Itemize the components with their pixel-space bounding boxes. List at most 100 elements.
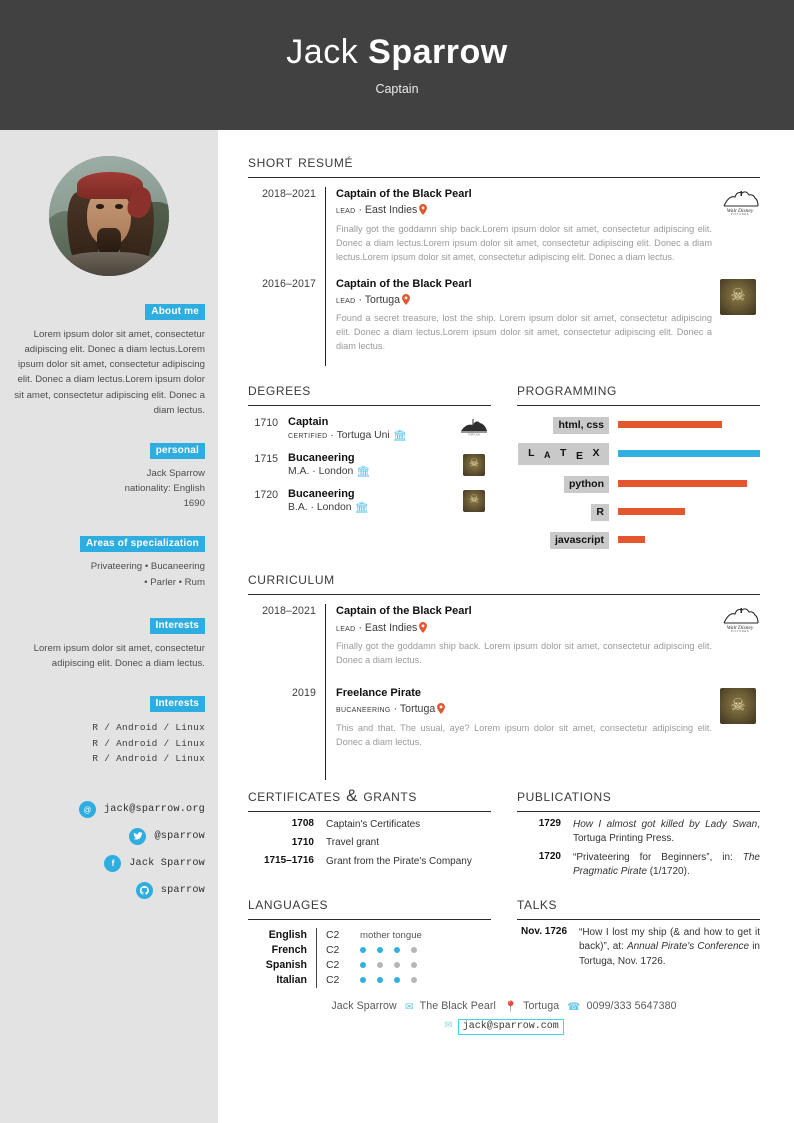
skull-coin-logo: ☠	[720, 278, 756, 315]
entry-logo-skull: ☠	[720, 277, 760, 367]
footer-name: Jack Sparrow	[331, 999, 397, 1012]
degree-row: 1720 Bucaneering B.A. · London 🏛 ☠	[248, 488, 491, 514]
interests-list-badge: Interests	[149, 696, 205, 713]
personal-nationality: nationality: English	[124, 483, 205, 495]
dot-empty	[411, 947, 417, 954]
divider	[248, 918, 491, 920]
degree-title: Bucaneering	[288, 452, 355, 465]
degree-subtitle: Certified · Tortuga Uni 🏛	[288, 429, 457, 442]
footer-phone: 0099/333 5647380	[586, 999, 677, 1012]
entry-date: 2018–2021	[262, 188, 316, 200]
specialization-line-2: • Parler • Rum	[144, 576, 205, 588]
disney-logo: Walt Disney PICTURES	[720, 606, 760, 633]
degree-subtitle: M.A. · London 🏛	[288, 465, 457, 478]
language-note: mother tongue	[360, 929, 422, 941]
talk-row: Nov. 1726 “How I lost my ship (& and how…	[517, 926, 760, 970]
avatar	[49, 156, 169, 276]
section-title-curriculum: Curriculum	[248, 569, 335, 589]
skill-bar	[618, 420, 722, 428]
section-title-languages: Languages	[248, 893, 329, 913]
first-name: Jack	[286, 32, 369, 71]
entry-description: Finally got the goddamn ship back.Lorem …	[336, 223, 712, 262]
section-talks: Talks Nov. 1726 “How I lost my ship (& a…	[517, 894, 760, 988]
skill-label: python	[564, 476, 609, 494]
social-link-facebook[interactable]: Jack Sparrow	[13, 854, 205, 872]
dot-empty	[411, 962, 417, 969]
language-level: C2	[316, 927, 346, 943]
talk-title: “How I lost my ship (& and how to get it…	[579, 926, 760, 953]
dot-filled	[360, 977, 366, 984]
skill-label-wrap: javascript	[517, 530, 609, 550]
language-row: French C2	[248, 942, 491, 958]
social-link-twitter[interactable]: @sparrow	[13, 827, 205, 845]
degree-logo-ship: TORTUGA	[457, 416, 491, 441]
divider	[248, 177, 760, 178]
degree-year: 1710	[254, 417, 278, 430]
section-programming: Programming html, css L A T E X python Rjavascr…	[517, 380, 760, 550]
entry-logo-skull: ☠	[720, 686, 760, 780]
skill-track	[618, 479, 760, 488]
header-subtitle: Captain	[375, 82, 419, 97]
certificate-year: 1708	[291, 818, 314, 830]
certificate-year: 1715–1716	[263, 855, 314, 867]
talk-date: Nov. 1726	[521, 926, 567, 938]
location-pin-icon: 📍	[504, 1000, 518, 1013]
social-link-email[interactable]: @ jack@sparrow.org	[13, 800, 205, 818]
degree-subtitle: B.A. · London 🏛	[288, 501, 457, 514]
talk-location: in Tortuga, Nov. 1726.	[579, 941, 760, 967]
languages-table: English C2 mother tongue French C2 Spanish C2 I…	[248, 927, 491, 988]
disney-logo: Walt Disney PICTURES	[720, 189, 760, 216]
divider	[517, 918, 760, 920]
language-level: C2	[316, 972, 346, 988]
entry-separator: ·	[355, 293, 365, 306]
dot-filled	[377, 977, 383, 984]
timeline-entry: 2016–2017 Captain of the Black Pearl Lea…	[248, 276, 760, 367]
certificate-text: Captain's Certificates	[326, 818, 421, 830]
timeline-entry: 2018–2021 Captain of the Black Pearl Lea…	[248, 604, 760, 686]
publication-text: “Privateering for Beginners”, in: The Pr…	[573, 851, 760, 880]
certificate-row: 1708 Captain's Certificates	[248, 818, 491, 833]
language-level: C2	[316, 942, 346, 958]
skill-track	[618, 420, 760, 429]
skill-bar	[618, 450, 760, 458]
dot-filled	[394, 947, 400, 954]
timeline-entry: 2019 Freelance Pirate Bucaneering · Tort…	[248, 685, 760, 780]
svg-text:TORTUGA: TORTUGA	[468, 434, 480, 437]
sidebar-section-interests: Interests Lorem ipsum dolor sit amet, co…	[13, 615, 205, 671]
entry-role: Lead	[336, 293, 356, 306]
entry-place: East Indies	[364, 621, 418, 634]
sidebar: About me Lorem ipsum dolor sit amet, con…	[0, 130, 218, 1123]
timeline-entry: 2018–2021 Captain of the Black Pearl Lea…	[248, 187, 760, 277]
social-link-github[interactable]: sparrow	[13, 881, 205, 899]
svg-text:Walt Disney: Walt Disney	[727, 208, 754, 214]
skill-track	[618, 535, 760, 544]
entry-subtitle: Lead · Tortuga	[336, 293, 712, 309]
skill-label: javascript	[549, 532, 609, 550]
publication-year: 1720	[538, 851, 561, 863]
degree-year: 1715	[254, 453, 278, 466]
personal-badge: personal	[149, 442, 205, 459]
language-dots	[360, 977, 417, 984]
email-icon: @	[78, 800, 96, 818]
publication-year: 1729	[538, 818, 561, 830]
publication-row: 1729 How I almost got killed by Lady Swa…	[517, 818, 760, 847]
degree-title: Captain	[288, 416, 329, 429]
publication-text: How I almost got killed by Lady Swan, To…	[573, 818, 760, 847]
entry-role: Lead	[336, 621, 356, 634]
degree-separator: ·	[309, 466, 319, 478]
certificate-year: 1710	[291, 836, 314, 848]
divider	[517, 405, 760, 407]
svg-text:@: @	[84, 805, 92, 814]
dot-empty	[377, 962, 383, 969]
entry-date: 2016–2017	[262, 277, 316, 290]
skull-coin-logo: ☠	[463, 490, 485, 513]
entry-logo-disney: Walt Disney PICTURES	[720, 187, 760, 277]
publication-source: The Pragmatic Pirate	[573, 851, 760, 878]
entry-description: This and that. The usual, aye? Lorem ips…	[336, 722, 712, 747]
language-name: Italian	[276, 974, 307, 987]
degree-separator: ·	[327, 430, 337, 442]
footer-email[interactable]: jack@sparrow.com	[457, 1018, 564, 1036]
divider	[517, 810, 760, 812]
